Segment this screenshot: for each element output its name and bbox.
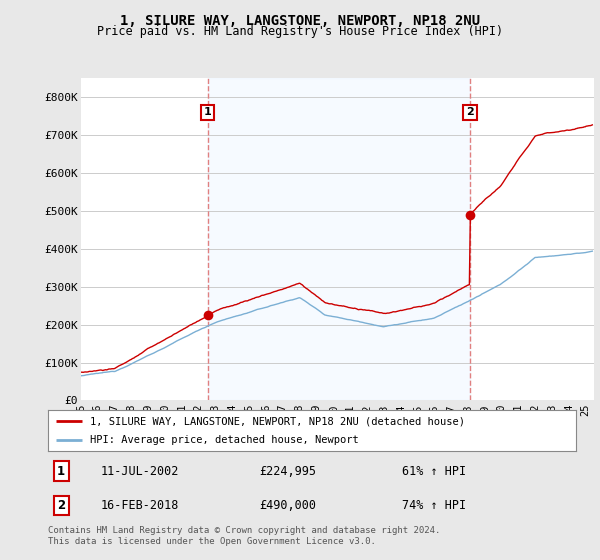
Text: 16-FEB-2018: 16-FEB-2018 (101, 499, 179, 512)
Text: 1, SILURE WAY, LANGSTONE, NEWPORT, NP18 2NU (detached house): 1, SILURE WAY, LANGSTONE, NEWPORT, NP18 … (90, 417, 465, 426)
Text: £490,000: £490,000 (259, 499, 316, 512)
Text: 1: 1 (204, 108, 212, 118)
Text: 74% ↑ HPI: 74% ↑ HPI (402, 499, 466, 512)
Text: Contains HM Land Registry data © Crown copyright and database right 2024.
This d: Contains HM Land Registry data © Crown c… (48, 526, 440, 546)
Text: £224,995: £224,995 (259, 465, 316, 478)
Bar (208, 78, 470, 400)
Text: 61% ↑ HPI: 61% ↑ HPI (402, 465, 466, 478)
Text: 1: 1 (57, 465, 65, 478)
Text: 2: 2 (466, 108, 474, 118)
Text: Price paid vs. HM Land Registry's House Price Index (HPI): Price paid vs. HM Land Registry's House … (97, 25, 503, 38)
Text: HPI: Average price, detached house, Newport: HPI: Average price, detached house, Newp… (90, 435, 359, 445)
Text: 2: 2 (57, 499, 65, 512)
Text: 11-JUL-2002: 11-JUL-2002 (101, 465, 179, 478)
Text: 1, SILURE WAY, LANGSTONE, NEWPORT, NP18 2NU: 1, SILURE WAY, LANGSTONE, NEWPORT, NP18 … (120, 14, 480, 28)
